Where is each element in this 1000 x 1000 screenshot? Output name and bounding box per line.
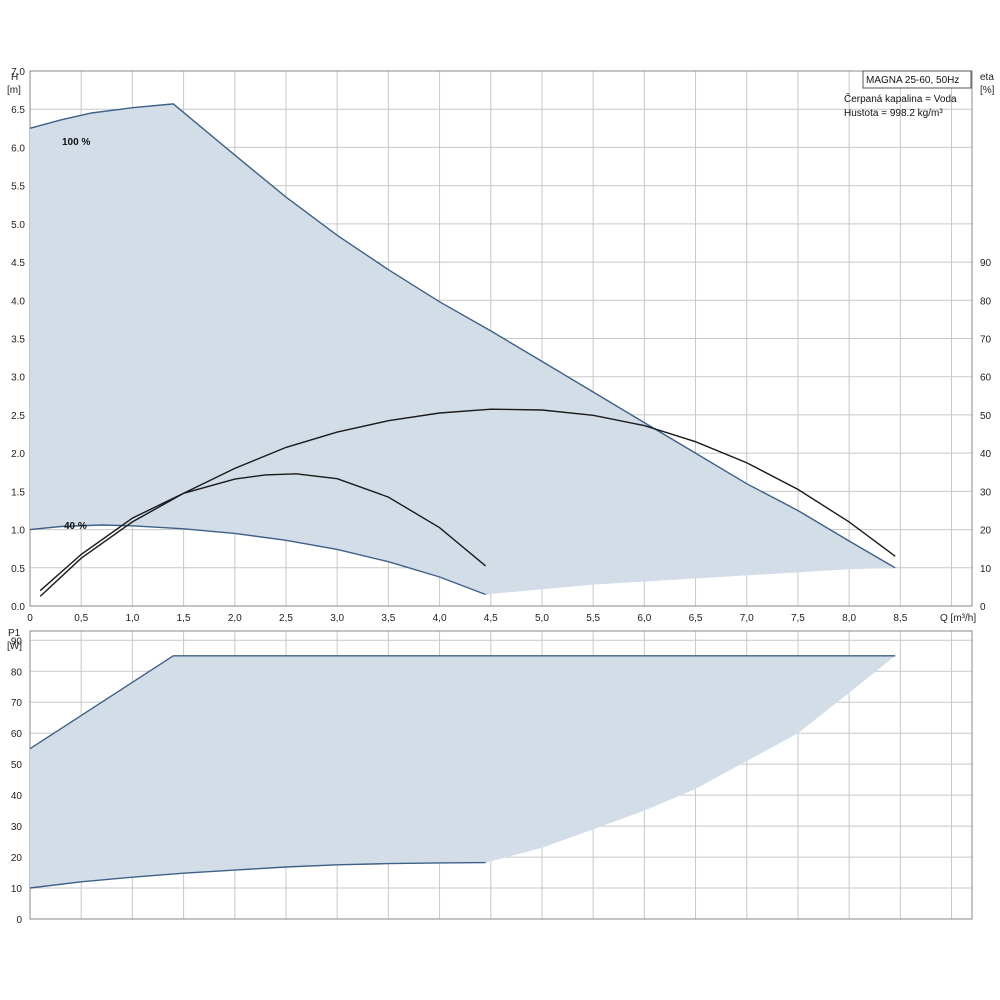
head-curve-40 [29,524,486,596]
flow-tick-label: 6,0 [637,613,651,624]
flow-tick-label: 7,5 [791,613,805,624]
flow-tick-label: 1,0 [125,613,139,624]
power-axis-label: P1 [8,628,21,639]
head-chart-ticks: 0 0,5 1,0 1,5 2,0 2,5 3,0 3,5 4,0 4,5 5,0 5,5 6,0 6,5… [11,67,991,624]
head-tick-label: 1.5 [11,487,25,498]
eta-tick-label: 50 [980,411,992,422]
flow-tick-label: 6,5 [689,613,703,624]
head-tick-label: 2.0 [11,449,25,460]
head-tick-label: 3.5 [11,335,25,346]
head-tick-label: 4.5 [11,258,25,269]
eta-tick-label: 30 [980,487,992,498]
eta-tick-label: 80 [980,296,992,307]
flow-tick-label: 1,5 [177,613,191,624]
power-curve-max [29,655,896,750]
flow-tick-label: 3,0 [330,613,344,624]
power-tick-label: 80 [11,667,23,678]
flow-tick-label: 0,5 [74,613,88,624]
flow-tick-label: 5,0 [535,613,549,624]
power-chart-ticks: 0 10 20 30 40 50 60 70 80 90 [11,636,23,926]
head-tick-label: 0.5 [11,564,25,575]
power-operating-region [30,655,896,888]
power-tick-label: 50 [11,760,23,771]
head-tick-label: 6.5 [11,105,25,116]
head-chart-curves [29,103,896,597]
power-tick-label: 10 [11,884,23,895]
flow-tick-label: 2,0 [228,613,242,624]
power-region-fill [30,655,896,888]
flow-tick-label: 8,0 [842,613,856,624]
flow-tick-label: 7,0 [740,613,754,624]
power-tick-label: 40 [11,791,23,802]
head-axis-label: H [11,72,18,83]
head-tick-label: 4.0 [11,296,25,307]
head-tick-label: 5.5 [11,182,25,193]
model-box [862,70,972,89]
head-tick-label: 3.0 [11,373,25,384]
liquid-label: Čerpaná kapalina = Voda [844,92,957,105]
flow-axis-label: Q [m³/h] [940,613,976,624]
flow-tick-label: 0 [27,613,33,624]
power-tick-label: 20 [11,853,23,864]
head-operating-region [30,103,896,595]
eta-tick-label: 70 [980,335,992,346]
head-tick-label: 0.0 [11,602,25,613]
flow-tick-label: 8,5 [893,613,907,624]
eta-tick-label: 20 [980,526,992,537]
power-tick-label: 90 [11,636,23,647]
head-tick-label: 2.5 [11,411,25,422]
head-region-fill [30,103,896,595]
eta-axis-unit: [%] [980,85,995,96]
curve-label-100: 100 % [62,137,90,148]
eta-tick-label: 10 [980,564,992,575]
density-label: Hustota = 998.2 kg/m³ [844,108,943,119]
power-axis-unit: [W] [7,641,22,652]
head-axis-unit: [m] [7,85,21,96]
head-tick-label: 6.0 [11,143,25,154]
flow-tick-label: 2,5 [279,613,293,624]
power-curve-min [29,861,486,889]
power-chart-curves [29,655,896,889]
flow-tick-label: 5,5 [586,613,600,624]
power-tick-label: 30 [11,822,23,833]
eta-curve-40 [39,473,487,592]
flow-tick-label: 4,0 [433,613,447,624]
head-curve-100 [29,103,896,569]
flow-tick-label: 4,5 [484,613,498,624]
power-tick-label: 70 [11,698,23,709]
eta-tick-label: 60 [980,373,992,384]
head-tick-label: 5.0 [11,220,25,231]
model-label: MAGNA 25-60, 50Hz [866,75,959,86]
eta-tick-label: 0 [980,602,986,613]
power-tick-label: 60 [11,729,23,740]
head-tick-label: 7.0 [11,67,25,78]
eta-axis-label: eta [980,72,994,83]
eta-tick-label: 90 [980,258,992,269]
eta-tick-label: 40 [980,449,992,460]
head-tick-label: 1.0 [11,526,25,537]
flow-tick-label: 3,5 [381,613,395,624]
power-tick-label: 0 [16,915,22,926]
curve-label-40: 40 % [64,521,87,532]
